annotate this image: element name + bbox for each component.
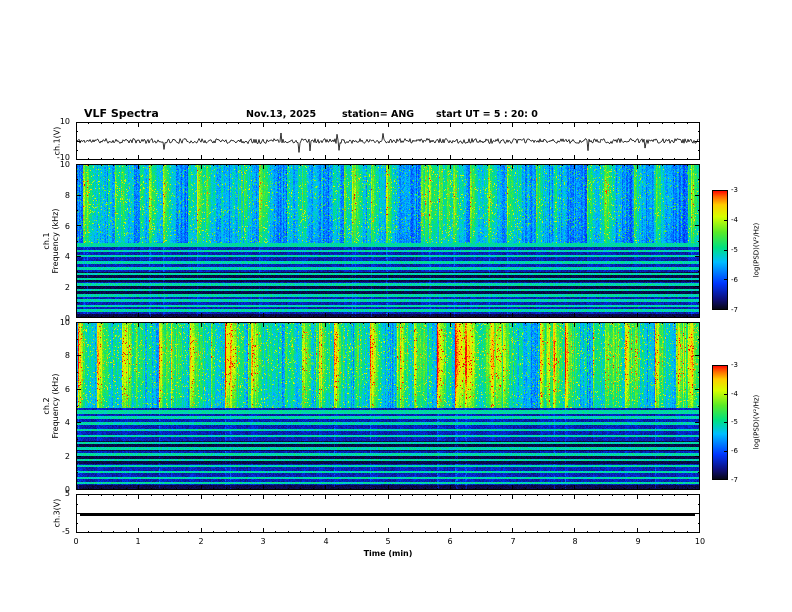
header-start-ut: start UT = 5 : 20: 0: [436, 109, 538, 120]
ch1-colorbar: [712, 190, 728, 310]
ch1-spectrogram-panel: [76, 164, 700, 318]
colorbar-tick-label: -5: [731, 418, 738, 426]
y-tick-label: 10: [59, 160, 70, 169]
colorbar-tick-label: -6: [731, 447, 738, 455]
colorbar-tick-label: -4: [731, 216, 738, 224]
y-tick-label: 0: [64, 314, 70, 323]
y-tick-label: 10: [59, 318, 70, 327]
colorbar-tick-label: -3: [731, 186, 738, 194]
frequency-axis-text: Frequency (kHz): [51, 373, 60, 439]
x-tick-label: 7: [510, 537, 516, 546]
time-axis-label: Time (min): [363, 549, 413, 558]
y-tick-label: 5: [64, 489, 70, 498]
header-date: Nov.13, 2025: [246, 109, 317, 120]
x-tick-label: 6: [447, 537, 453, 546]
colorbar-tick-label: -5: [731, 246, 738, 254]
ch1-channel-label: ch.1: [42, 232, 51, 250]
ch2-channel-label: ch.2: [42, 397, 51, 415]
page-title: VLF Spectra: [84, 107, 159, 120]
header-station: station= ANG: [342, 109, 415, 120]
y-tick-label: 6: [64, 222, 70, 231]
y-tick-label: 6: [64, 385, 70, 394]
ch1-waveform-panel: [76, 122, 700, 160]
x-tick-label: 0: [73, 537, 79, 546]
colorbar-tick-label: -6: [731, 276, 738, 284]
x-tick-label: 3: [260, 537, 266, 546]
y-tick-label: 2: [64, 283, 70, 292]
x-tick-label: 2: [198, 537, 204, 546]
y-tick-label: 4: [64, 252, 70, 261]
colorbar-tick-label: -7: [731, 306, 738, 314]
y-tick-label: 10: [59, 117, 70, 126]
y-tick-label: -10: [56, 153, 70, 162]
x-tick-label: 9: [635, 537, 641, 546]
ch2-spectrogram-panel: [76, 322, 700, 490]
ch2-colorbar-label: log(PSD)(V²/Hz): [752, 394, 761, 450]
ch1-voltage-axis-label: ch.1(V): [52, 126, 62, 156]
ch3-voltage-axis-label: ch.3(V): [52, 498, 62, 528]
x-tick-label: 8: [572, 537, 578, 546]
y-tick-label: 8: [64, 351, 70, 360]
ch2-colorbar: [712, 365, 728, 480]
y-tick-label: 2: [64, 452, 70, 461]
ch2-frequency-axis-label: ch.2 Frequency (kHz): [42, 374, 60, 439]
y-tick-label: 8: [64, 191, 70, 200]
ch1-frequency-axis-label: ch.1 Frequency (kHz): [42, 209, 60, 274]
y-tick-label: 0: [64, 485, 70, 494]
colorbar-tick-label: -3: [731, 361, 738, 369]
colorbar-tick-label: -7: [731, 476, 738, 484]
frequency-axis-text: Frequency (kHz): [51, 208, 60, 274]
ch3-waveform-panel: [76, 494, 700, 533]
colorbar-tick-label: -4: [731, 390, 738, 398]
x-tick-label: 4: [323, 537, 329, 546]
ch1-colorbar-label: log(PSD)(V²/Hz): [752, 222, 761, 278]
x-tick-label: 5: [385, 537, 391, 546]
y-tick-label: 4: [64, 418, 70, 427]
x-tick-label: 10: [694, 537, 706, 546]
x-tick-label: 1: [135, 537, 141, 546]
y-tick-label: -5: [62, 527, 70, 536]
